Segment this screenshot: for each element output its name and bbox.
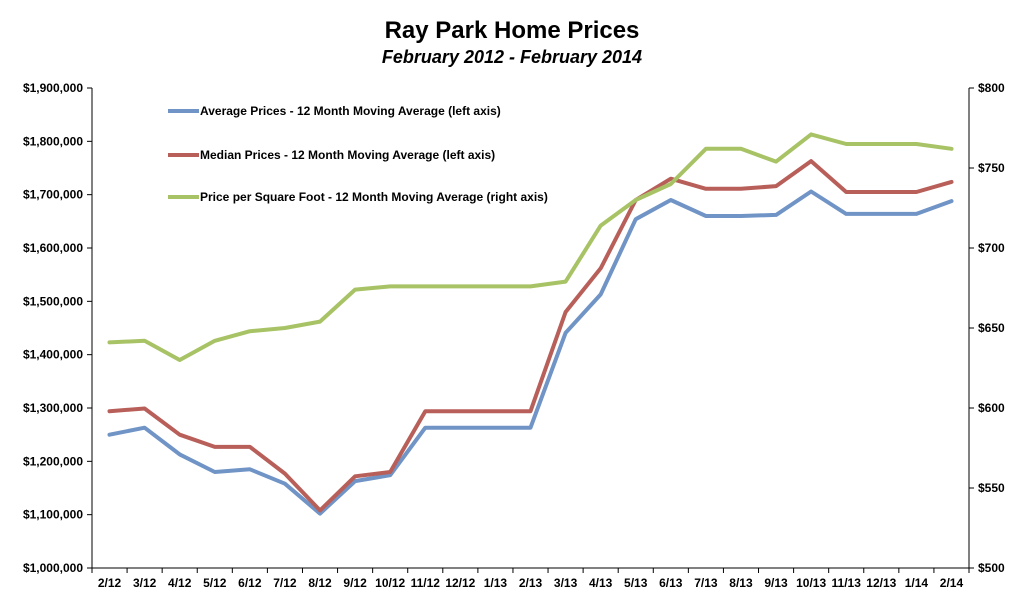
- x-tick-label: 8/12: [308, 576, 332, 590]
- left-tick-label: $1,800,000: [23, 134, 83, 148]
- chart-subtitle: February 2012 - February 2014: [382, 47, 642, 67]
- legend-label: Average Prices - 12 Month Moving Average…: [200, 104, 501, 118]
- series-lines: [107, 132, 954, 516]
- x-tick-label: 11/12: [411, 576, 441, 590]
- x-tick-label: 9/12: [343, 576, 367, 590]
- right-tick-label: $550: [978, 481, 1005, 495]
- legend-label: Price per Square Foot - 12 Month Moving …: [200, 190, 548, 204]
- x-tick-label: 3/12: [133, 576, 157, 590]
- x-tick-label: 8/13: [729, 576, 753, 590]
- right-tick-label: $650: [978, 321, 1005, 335]
- x-tick-label: 9/13: [764, 576, 788, 590]
- series-line-2: [107, 159, 954, 513]
- right-axis-ticks: $500 $550 $600 $650 $700 $750 $800: [969, 81, 1005, 575]
- x-tick-label: 7/13: [694, 576, 718, 590]
- left-tick-label: $1,000,000: [23, 561, 83, 575]
- x-tick-label: 11/13: [832, 576, 862, 590]
- x-tick-label: 12/13: [866, 576, 896, 590]
- left-tick-label: $1,400,000: [23, 348, 83, 362]
- x-axis-ticks: 2/12 3/12 4/12 5/12 6/12 7/12 8/12 9/12 10/12 11/…: [91, 568, 970, 590]
- x-tick-label: 6/12: [238, 576, 262, 590]
- right-tick-label: $800: [978, 81, 1005, 95]
- left-tick-label: $1,900,000: [23, 81, 83, 95]
- x-tick-label: 1/14: [905, 576, 929, 590]
- x-tick-label: 3/13: [554, 576, 578, 590]
- legend-label: Median Prices - 12 Month Moving Average …: [200, 148, 495, 162]
- legend: Average Prices - 12 Month Moving Average…: [168, 104, 548, 204]
- x-tick-label: 4/12: [168, 576, 192, 590]
- x-tick-label: 7/12: [273, 576, 297, 590]
- x-tick-label: 6/13: [659, 576, 683, 590]
- x-tick-label: 12/12: [445, 576, 475, 590]
- x-tick-label: 2/13: [519, 576, 543, 590]
- right-tick-label: $750: [978, 161, 1005, 175]
- left-tick-label: $1,500,000: [23, 294, 83, 308]
- right-tick-label: $700: [978, 241, 1005, 255]
- left-tick-label: $1,300,000: [23, 401, 83, 415]
- x-tick-label: 10/13: [796, 576, 826, 590]
- x-tick-label: 5/12: [203, 576, 227, 590]
- x-tick-label: 2/12: [98, 576, 122, 590]
- left-tick-label: $1,700,000: [23, 188, 83, 202]
- left-tick-label: $1,100,000: [23, 508, 83, 522]
- x-tick-label: 1/13: [484, 576, 508, 590]
- series-line-1: [107, 189, 954, 516]
- x-tick-label: 4/13: [589, 576, 613, 590]
- left-tick-label: $1,600,000: [23, 241, 83, 255]
- series-line-3: [107, 132, 954, 362]
- right-tick-label: $500: [978, 561, 1005, 575]
- x-tick-label: 10/12: [375, 576, 405, 590]
- right-tick-label: $600: [978, 401, 1005, 415]
- chart-title: Ray Park Home Prices: [385, 17, 640, 44]
- x-tick-label: 2/14: [940, 576, 964, 590]
- left-axis-ticks: $1,000,000 $1,100,000 $1,200,000 $1,300,000…: [23, 81, 92, 575]
- x-tick-label: 5/13: [624, 576, 648, 590]
- left-tick-label: $1,200,000: [23, 454, 83, 468]
